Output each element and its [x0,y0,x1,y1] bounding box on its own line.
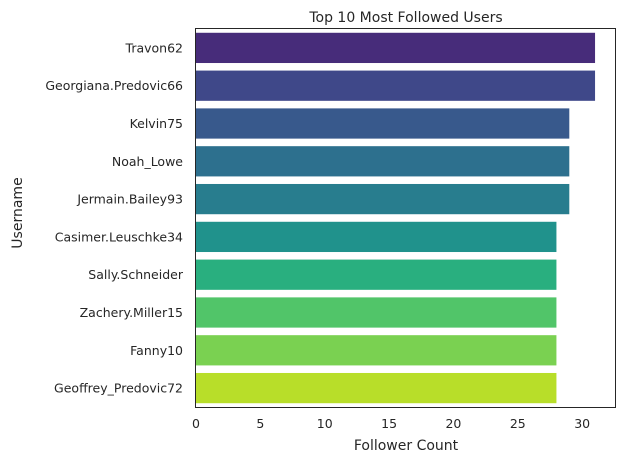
y-tick-label: Jermain.Bailey93 [76,192,183,207]
x-tick-label: 10 [317,416,333,431]
bar [196,146,570,177]
plot-frame [195,28,616,408]
y-tick-label: Noah_Lowe [112,154,183,169]
y-tick-label: Georgiana.Predovic66 [45,78,183,93]
x-axis-label: Follower Count [354,438,459,454]
y-axis-label: Username [10,177,26,248]
y-tick-label: Geoffrey_Predovic72 [54,381,183,396]
x-tick-labels: 0 5 10 15 20 25 30 [192,416,590,431]
x-tick-label: 20 [445,416,461,431]
bar [196,183,570,215]
y-tick-label: Zachery.Miller15 [80,305,183,320]
x-tick-label: 15 [381,416,397,431]
bar [196,108,570,139]
x-tick-label: 25 [510,416,526,431]
x-tick-label: 30 [574,416,590,431]
bar [196,335,557,366]
bars-group [196,32,596,404]
y-tick-label: Travon62 [125,40,183,55]
y-tick-label: Fanny10 [130,343,183,358]
y-tick-labels: Travon62 Georgiana.Predovic66 Kelvin75 Noah… [45,40,184,395]
y-tick-label: Sally.Schneider [88,267,184,282]
x-tick-label: 5 [256,416,264,431]
y-tick-label: Casimer.Leuschke34 [55,229,183,244]
bar [196,32,596,64]
bar [196,259,557,290]
y-tick-label: Kelvin75 [130,116,183,131]
x-tick-label: 0 [192,416,200,431]
bar [196,372,557,404]
chart-title: Top 10 Most Followed Users [308,10,502,26]
bar [196,297,557,328]
bar [196,70,596,101]
bar [196,221,557,253]
